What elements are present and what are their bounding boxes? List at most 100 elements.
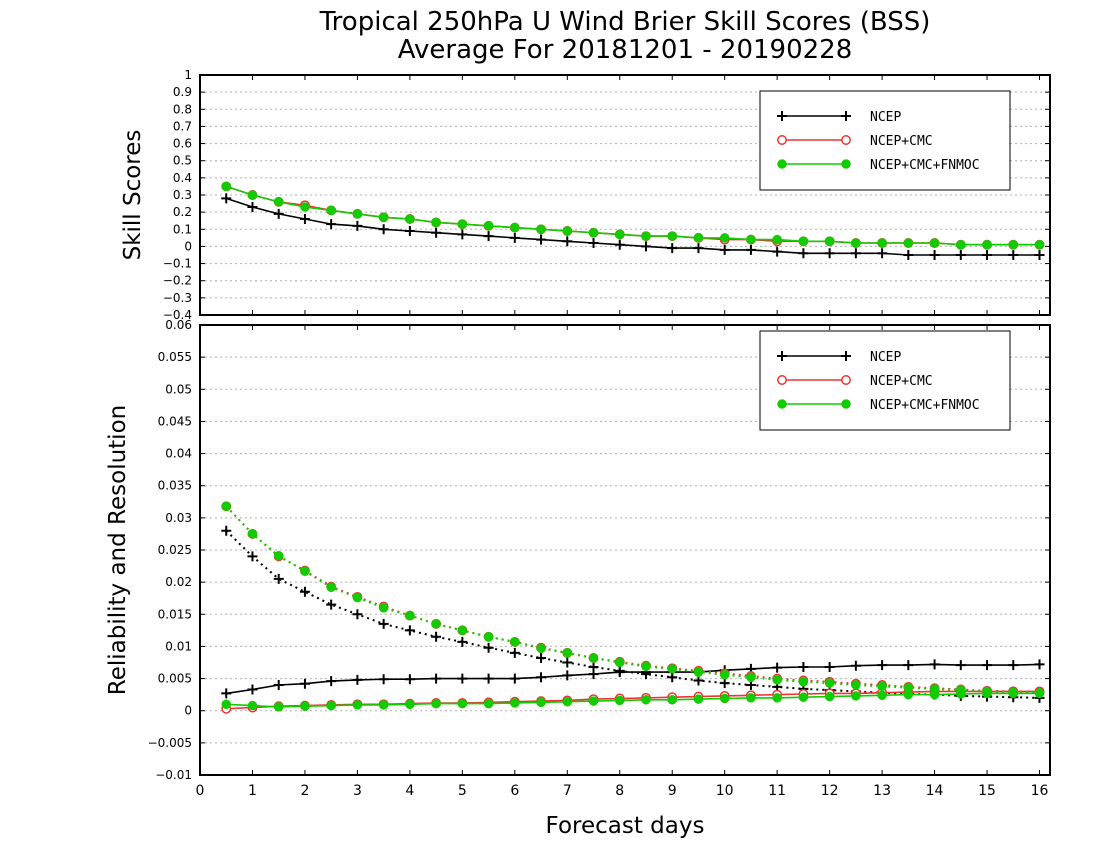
ncep-cmc-fnmoc-reliability-point [457, 698, 468, 709]
top-y-tick-label: 1 [184, 68, 192, 82]
top-y-tick-label: 0.7 [173, 119, 192, 133]
ncep-cmc-fnmoc-reliability-point [588, 696, 599, 706]
ncep-reliability-point [352, 674, 363, 685]
ncep-point [509, 232, 520, 243]
ncep-cmc-fnmoc-point [772, 234, 782, 245]
x-tick-label: 3 [353, 783, 362, 799]
bottom-legend: NCEP NCEP+CMC NCEP+CMC+FNMOC [759, 330, 1011, 431]
ncep-point [536, 234, 547, 245]
ncep-point [693, 243, 704, 254]
top-y-tick-label: −0.4 [163, 308, 192, 322]
ncep-cmc-fnmoc-reliability-point [667, 695, 677, 705]
x-tick-label: 9 [668, 783, 677, 799]
ncep-point [247, 202, 258, 212]
ncep-cmc-fnmoc-point [352, 209, 363, 219]
ncep-point [378, 224, 389, 235]
x-tick-label: 11 [768, 783, 786, 799]
ncep-resolution-point [588, 662, 599, 672]
ncep-reliability-point [772, 662, 783, 673]
top-y-tick-label: 0.2 [173, 205, 192, 219]
ncep-point [221, 193, 232, 204]
ncep-cmc-fnmoc-reliability-point [615, 695, 625, 706]
top-legend: NCEP NCEP+CMC NCEP+CMC+FNMOC [759, 90, 1011, 191]
bottom-y-tick-label: 0.015 [158, 607, 192, 621]
ncep-cmc-fnmoc-resolution-point [536, 643, 546, 654]
ncep-cmc-fnmoc-resolution-point [1034, 687, 1045, 698]
x-tick-label: 13 [873, 783, 891, 799]
chart-title-line-1: Tropical 250hPa U Wind Brier Skill Score… [319, 7, 931, 37]
ncep-cmc-fnmoc-resolution-point [693, 667, 704, 677]
top-y-tick-label: 0.4 [173, 171, 192, 185]
ncep-cmc-fnmoc-point [300, 202, 310, 212]
reliability-resolution-panel: −0.01 −0.005 0 0.005 0.01 0.015 0.02 0.025 0.03 0… [105, 318, 1051, 799]
ncep-point [798, 248, 809, 259]
ncep-cmc-fnmoc-reliability-point [824, 691, 835, 702]
ncep-reliability-point [273, 680, 284, 690]
ncep-cmc-fnmoc-point [929, 238, 940, 248]
ncep-cmc-legend-marker [777, 375, 787, 385]
ncep-resolution-point [352, 609, 363, 620]
ncep-point [640, 241, 651, 252]
ncep-resolution-point [378, 618, 389, 629]
ncep-cmc-fnmoc-reliability-point [877, 690, 887, 701]
ncep-resolution-point [693, 675, 704, 686]
top-y-tick-label: 0 [184, 239, 192, 253]
ncep-cmc-fnmoc-point [510, 222, 520, 233]
ncep-cmc-fnmoc-resolution-point [615, 657, 625, 668]
ncep-point [352, 220, 363, 231]
bottom-y-tick-label: 0.055 [158, 350, 192, 364]
x-tick-label: 8 [615, 783, 624, 799]
top-y-axis-label: Skill Scores [120, 130, 146, 261]
ncep-cmc-fnmoc-resolution-point [719, 669, 730, 680]
ncep-reliability-point [824, 662, 835, 672]
ncep-cmc-fnmoc-resolution-point [378, 603, 389, 613]
ncep-cmc-fnmoc-point [1008, 239, 1019, 250]
ncep-point [745, 244, 756, 255]
ncep-cmc-fnmoc-resolution-point [824, 678, 835, 688]
ncep-resolution-point [509, 647, 520, 658]
ncep-cmc-fnmoc-legend-label: NCEP+CMC+FNMOC [870, 398, 980, 413]
ncep-cmc-fnmoc-point [693, 233, 704, 243]
ncep-point [457, 229, 468, 240]
bottom-y-tick-label: 0.045 [158, 414, 192, 428]
ncep-reliability-point [221, 688, 232, 699]
ncep-cmc-fnmoc-point [588, 227, 599, 238]
ncep-point [719, 244, 730, 255]
ncep-reliability-point [247, 684, 258, 695]
ncep-cmc-fnmoc-reliability-point [326, 700, 336, 711]
x-tick-label: 10 [716, 783, 734, 799]
bottom-y-axis-label: Reliability and Resolution [105, 405, 131, 695]
ncep-point [1034, 250, 1045, 260]
ncep-reliability-point [457, 673, 468, 684]
ncep-reliability-point [431, 673, 442, 684]
ncep-point [877, 248, 888, 259]
ncep-reliability-point [378, 674, 389, 685]
ncep-cmc-fnmoc-reliability-point [378, 700, 389, 710]
ncep-legend-marker [841, 351, 851, 361]
ncep-cmc-fnmoc-point [431, 217, 441, 228]
ncep-cmc-fnmoc-reliability-point [273, 702, 284, 712]
ncep-cmc-fnmoc-reliability-point [562, 696, 573, 707]
ncep-cmc-fnmoc-resolution-point [877, 681, 887, 692]
ncep-cmc-fnmoc-point [824, 236, 835, 247]
ncep-cmc-fnmoc-point [746, 234, 756, 245]
ncep-cmc-fnmoc-point [877, 238, 887, 248]
ncep-cmc-fnmoc-reliability-point [641, 695, 651, 705]
ncep-cmc-fnmoc-point [405, 214, 415, 224]
ncep-cmc-fnmoc-legend-marker [841, 399, 851, 409]
ncep-resolution-point [667, 672, 678, 683]
top-y-tick-label: 0.6 [173, 137, 192, 151]
x-tick-label: 7 [563, 783, 572, 799]
ncep-cmc-legend-marker [777, 135, 787, 145]
ncep-cmc-fnmoc-resolution-point [956, 685, 966, 695]
ncep-cmc-fnmoc-resolution-point [903, 682, 914, 693]
ncep-cmc-fnmoc-point [326, 205, 336, 216]
ncep-cmc-fnmoc-reliability-point [536, 697, 546, 708]
ncep-resolution-point [536, 653, 547, 663]
skill-scores-panel: −0.4 −0.3 −0.2 −0.1 0 0.1 0.2 0.3 0.4 0.5 0.6 0.7 0.… [120, 68, 1051, 322]
ncep-cmc-fnmoc-point [378, 212, 389, 223]
ncep-cmc-fnmoc-resolution-point [667, 664, 677, 674]
ncep-point [850, 248, 861, 259]
bottom-y-tick-label: 0.05 [165, 382, 192, 396]
